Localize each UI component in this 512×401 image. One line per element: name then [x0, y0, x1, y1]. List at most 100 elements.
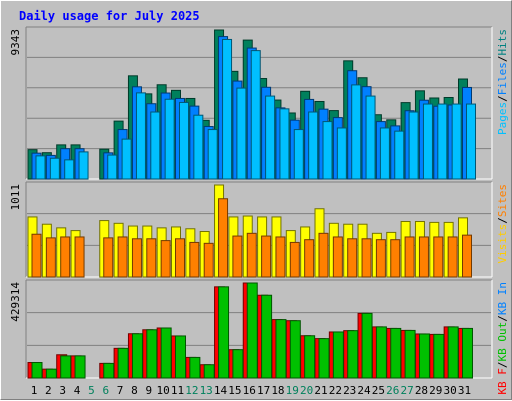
legend-entry: / [496, 315, 509, 322]
bar-kb-out-day-30 [447, 326, 459, 379]
x-tick-label: 13 [200, 384, 213, 397]
bar-pages-day-29 [437, 103, 448, 180]
legend-entry: / [496, 217, 509, 224]
x-tick-label: 17 [257, 384, 270, 397]
x-tick-label: 27 [400, 384, 413, 397]
x-tick-label: 7 [117, 384, 124, 397]
bar-kb-out-day-24 [361, 312, 373, 379]
legend-entry: Hits [496, 29, 509, 56]
bar-pages-day-3 [64, 159, 75, 180]
bar-pages-day-31 [466, 103, 476, 180]
x-tick-label: 16 [243, 384, 256, 397]
bar-sites-day-21 [318, 232, 329, 278]
bar-pages-day-10 [164, 98, 175, 180]
x-tick-label: 26 [386, 384, 399, 397]
bar-sites-day-3 [60, 236, 71, 278]
axis-max-label: 1011 [9, 184, 22, 211]
x-tick-label: 1 [31, 384, 38, 397]
bar-sites-day-8 [131, 238, 142, 278]
x-tick-label: 9 [145, 384, 152, 397]
bar-kb-out-day-1 [31, 362, 43, 379]
legend-entry: KB F [496, 368, 509, 395]
bar-kb-out-day-10 [160, 327, 172, 379]
x-tick-label: 12 [185, 384, 198, 397]
bar-kb-out-day-12 [189, 356, 201, 379]
x-tick-label: 18 [271, 384, 284, 397]
bar-kb-out-day-8 [131, 333, 143, 379]
bar-sites-day-16 [246, 232, 257, 278]
chart-title: Daily usage for July 2025 [19, 9, 200, 23]
x-tick-label: 20 [300, 384, 313, 397]
bar-sites-day-30 [447, 236, 458, 278]
bar-sites-day-31 [462, 234, 472, 278]
bar-pages-day-25 [379, 127, 390, 180]
x-tick-label: 23 [343, 384, 356, 397]
bar-sites-day-15 [232, 235, 243, 278]
bar-pages-day-28 [422, 103, 433, 180]
bar-pages-day-4 [78, 151, 89, 180]
bar-kb-out-day-3 [60, 355, 72, 379]
legend-entry: KB Out [496, 322, 509, 362]
bar-kb-out-day-17 [261, 294, 273, 379]
bar-pages-day-21 [322, 121, 333, 180]
bar-pages-day-19 [293, 129, 304, 180]
bar-sites-day-20 [304, 239, 315, 278]
x-tick-label: 8 [131, 384, 138, 397]
bar-pages-day-24 [365, 95, 376, 180]
bar-pages-day-23 [351, 84, 362, 180]
bar-kb-out-day-2 [45, 368, 57, 379]
bar-sites-day-7 [117, 236, 128, 278]
bar-sites-day-11 [175, 238, 185, 278]
bar-sites-day-27 [404, 236, 415, 278]
axis-max-label: 429314 [9, 282, 22, 322]
bar-kb-out-day-21 [318, 338, 330, 379]
bar-kb-out-day-13 [203, 364, 215, 379]
legend-entry: / [496, 95, 509, 102]
bar-sites-day-13 [203, 242, 214, 278]
legend-entry: Pages [496, 102, 509, 135]
x-tick-label: 3 [59, 384, 66, 397]
bar-sites-day-14 [218, 198, 229, 278]
bar-sites-day-23 [347, 238, 358, 278]
bar-kb-out-day-22 [332, 331, 344, 379]
bar-pages-day-12 [193, 114, 204, 180]
axis-max-label: 9343 [9, 29, 22, 56]
x-tick-label: 21 [314, 384, 327, 397]
bar-pages-day-8 [135, 92, 146, 180]
bar-pages-day-7 [121, 138, 132, 180]
bar-kb-out-day-23 [347, 330, 359, 379]
bar-kb-out-day-31 [462, 327, 473, 379]
bar-sites-day-6 [103, 237, 114, 278]
x-tick-label: 5 [88, 384, 95, 397]
bar-kb-out-day-16 [246, 282, 258, 379]
legend-entry: Files [496, 62, 509, 95]
bar-sites-day-24 [361, 238, 372, 278]
bar-kb-out-day-19 [289, 320, 301, 379]
x-tick-label: 25 [372, 384, 385, 397]
bar-pages-day-27 [408, 111, 419, 180]
x-tick-label: 10 [157, 384, 170, 397]
bar-kb-out-day-27 [404, 329, 416, 379]
bar-pages-day-30 [451, 103, 462, 180]
bar-sites-day-10 [160, 240, 171, 278]
bar-sites-day-4 [74, 236, 85, 278]
legend: KB F/KB Out/KB In [496, 282, 509, 395]
x-tick-label: 2 [45, 384, 52, 397]
legend-entry: / [496, 56, 509, 63]
bar-pages-day-1 [35, 155, 46, 180]
bar-pages-day-17 [265, 95, 276, 180]
bar-pages-day-11 [179, 101, 189, 180]
bar-kb-out-day-14 [218, 286, 230, 379]
legend-entry: Sites [496, 184, 509, 217]
bar-pages-day-14 [222, 38, 233, 180]
x-tick-label: 19 [286, 384, 299, 397]
bar-pages-day-9 [150, 111, 161, 180]
x-tick-label: 29 [429, 384, 442, 397]
bar-kb-out-day-18 [275, 319, 287, 379]
x-tick-label: 22 [329, 384, 342, 397]
x-tick-label: 14 [214, 384, 228, 397]
bar-sites-day-29 [433, 236, 444, 278]
